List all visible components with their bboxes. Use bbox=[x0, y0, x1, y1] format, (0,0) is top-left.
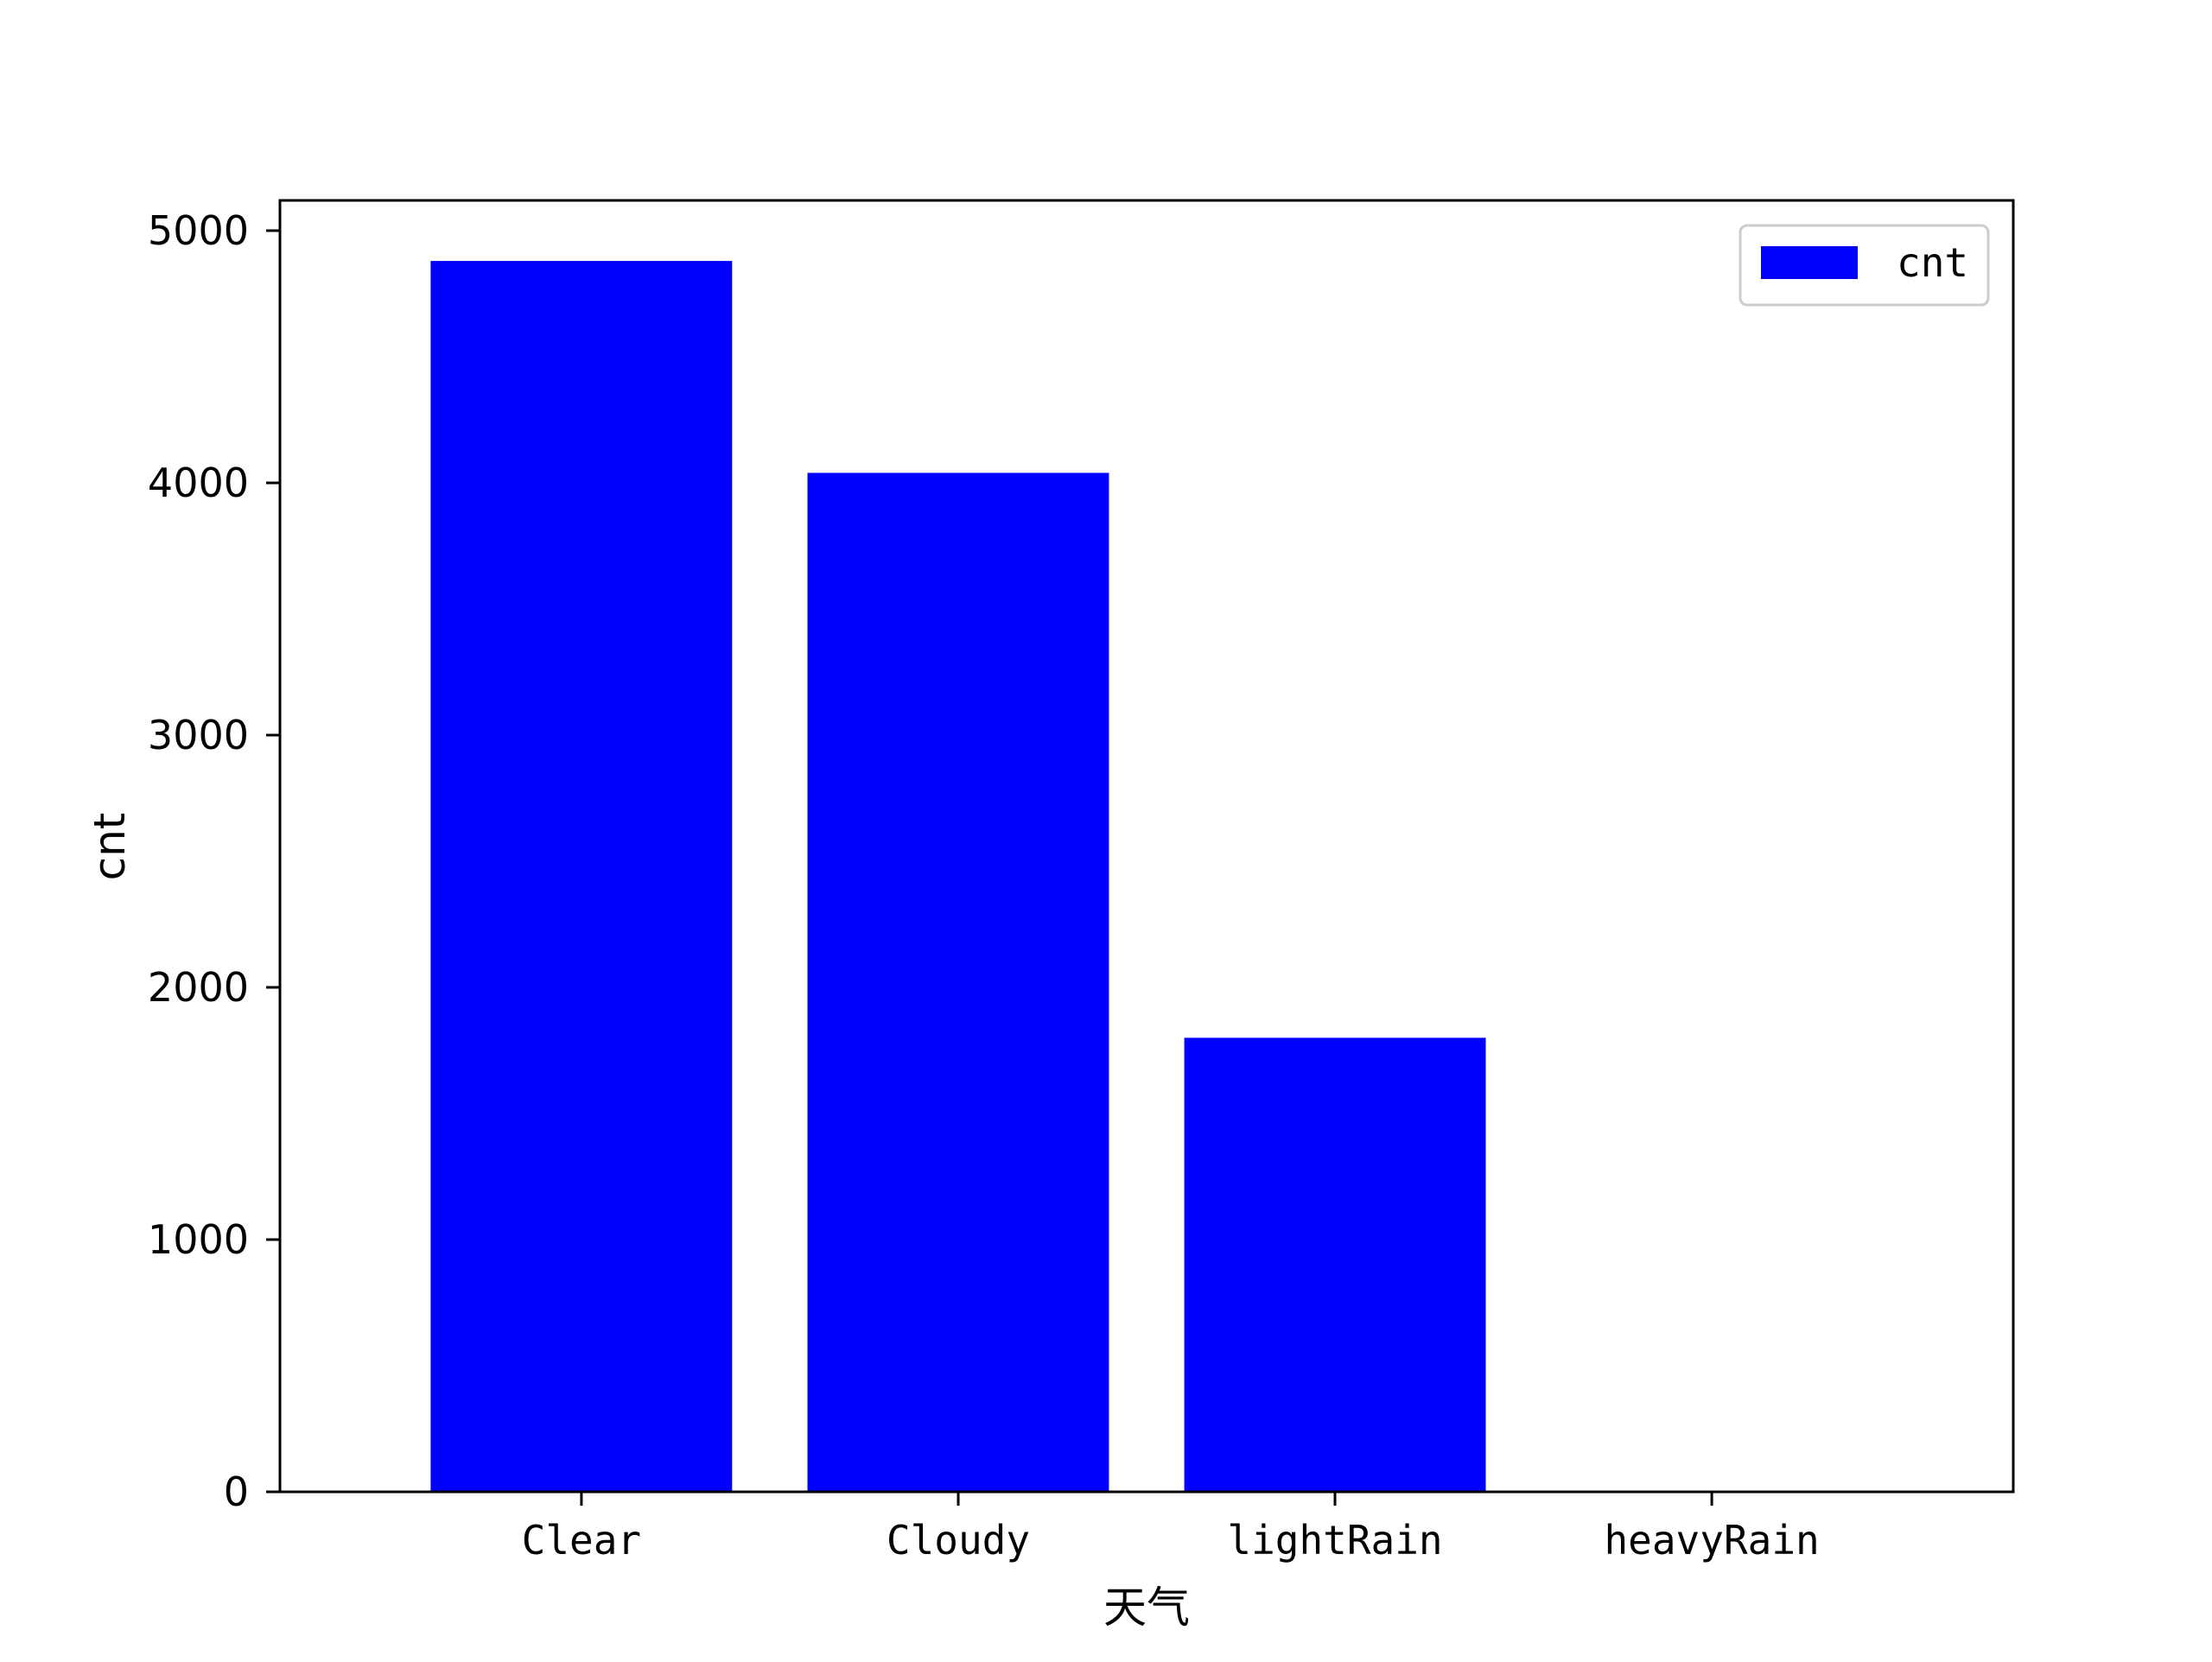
y-tick-label: 1000 bbox=[148, 1216, 249, 1263]
y-tick-label: 3000 bbox=[148, 712, 249, 758]
x-tick-label: heavyRain bbox=[1604, 1517, 1819, 1564]
bar-cloudy bbox=[807, 473, 1109, 1492]
x-tick-label: Cloudy bbox=[887, 1517, 1030, 1564]
y-tick-label: 0 bbox=[224, 1469, 249, 1515]
y-tick-label: 4000 bbox=[148, 460, 249, 506]
bar-lightrain bbox=[1184, 1037, 1486, 1492]
x-axis-label: 天气 bbox=[1103, 1583, 1190, 1633]
x-axis: Clear Cloudy lightRain heavyRain bbox=[522, 1492, 1820, 1564]
plot-frame bbox=[278, 199, 2015, 1494]
x-tick-label: Clear bbox=[522, 1517, 641, 1564]
y-tick-label: 2000 bbox=[148, 964, 249, 1011]
legend-label: cnt bbox=[1897, 239, 1968, 286]
bar-clear bbox=[430, 261, 733, 1493]
legend-swatch bbox=[1761, 246, 1858, 279]
bars-layer bbox=[430, 261, 1486, 1493]
y-tick-label: 5000 bbox=[148, 207, 249, 254]
legend-box bbox=[1738, 224, 1990, 307]
legend: cnt bbox=[1738, 224, 1990, 307]
y-axis: 0 1000 2000 3000 4000 5000 bbox=[148, 207, 280, 1515]
y-axis-label: cnt bbox=[85, 813, 135, 881]
x-tick-label: lightRain bbox=[1227, 1517, 1442, 1564]
